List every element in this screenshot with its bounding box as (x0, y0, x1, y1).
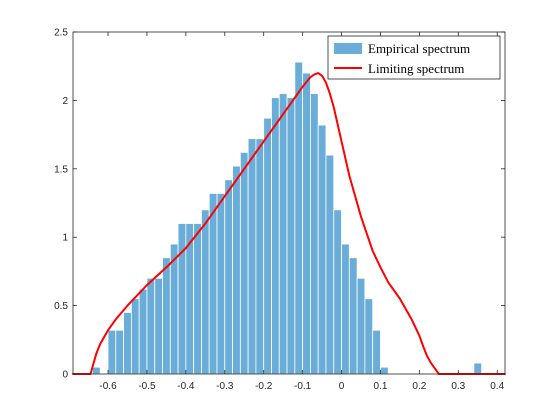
x-tick-label: -0.1 (294, 381, 312, 392)
histogram-bar (92, 367, 100, 374)
histogram-bar (326, 155, 334, 374)
histogram-bar (380, 367, 388, 374)
histogram-bar (248, 139, 256, 374)
y-tick-label: 0.5 (54, 301, 68, 312)
histogram-bar (155, 278, 163, 374)
histogram-bar (357, 278, 365, 374)
histogram-bar (334, 210, 342, 374)
legend-label-empirical: Empirical spectrum (368, 41, 470, 56)
y-tick-label: 1.5 (54, 164, 68, 175)
y-tick-label: 2.5 (54, 28, 68, 39)
x-tick-label: 0.4 (490, 381, 504, 392)
y-tick-label: 2 (62, 96, 68, 107)
x-tick-label: 0.3 (451, 381, 465, 392)
x-tick-label: 0.2 (412, 381, 426, 392)
histogram-bar (108, 330, 116, 374)
x-tick-label: -0.3 (216, 381, 234, 392)
histogram-bar (474, 363, 482, 374)
x-tick-label: -0.4 (177, 381, 195, 392)
histogram-bar (256, 139, 264, 374)
histogram-bar (365, 299, 373, 374)
x-tick-label: 0 (339, 381, 345, 392)
histogram-bar (287, 98, 295, 374)
histogram-bar (295, 62, 303, 374)
histogram-bar (342, 244, 350, 374)
histogram-bar (303, 73, 311, 374)
x-tick-label: -0.2 (255, 381, 273, 392)
histogram-bar (373, 330, 381, 374)
histogram-bar (201, 210, 209, 374)
x-tick-label: -0.6 (99, 381, 117, 392)
histogram-bar (178, 224, 186, 374)
histogram-bar (310, 94, 318, 374)
histogram-bar (279, 94, 287, 374)
histogram-bar (271, 98, 279, 374)
y-tick-label: 0 (62, 370, 68, 381)
histogram-bar (131, 299, 139, 374)
x-tick-label: 0.1 (374, 381, 388, 392)
histogram-bar (318, 125, 326, 374)
histogram-bar (225, 180, 233, 374)
histogram-bar (233, 166, 241, 374)
y-tick-label: 1 (62, 233, 68, 244)
histogram-bar (209, 193, 217, 374)
histogram-bar (124, 312, 132, 374)
histogram-bar (194, 224, 202, 374)
x-tick-label: -0.5 (138, 381, 156, 392)
legend: Empirical spectrum Limiting spectrum (328, 36, 500, 79)
histogram-bar (147, 278, 155, 374)
histogram-bar (217, 193, 225, 374)
histogram-bar (163, 258, 171, 374)
histogram-bar (349, 258, 357, 374)
histogram-bar (264, 118, 272, 374)
legend-swatch-empirical (334, 43, 362, 54)
legend-label-limiting: Limiting spectrum (368, 61, 464, 76)
histogram-bar (116, 330, 124, 374)
histogram-bar (240, 152, 248, 374)
histogram-bar (139, 289, 147, 374)
